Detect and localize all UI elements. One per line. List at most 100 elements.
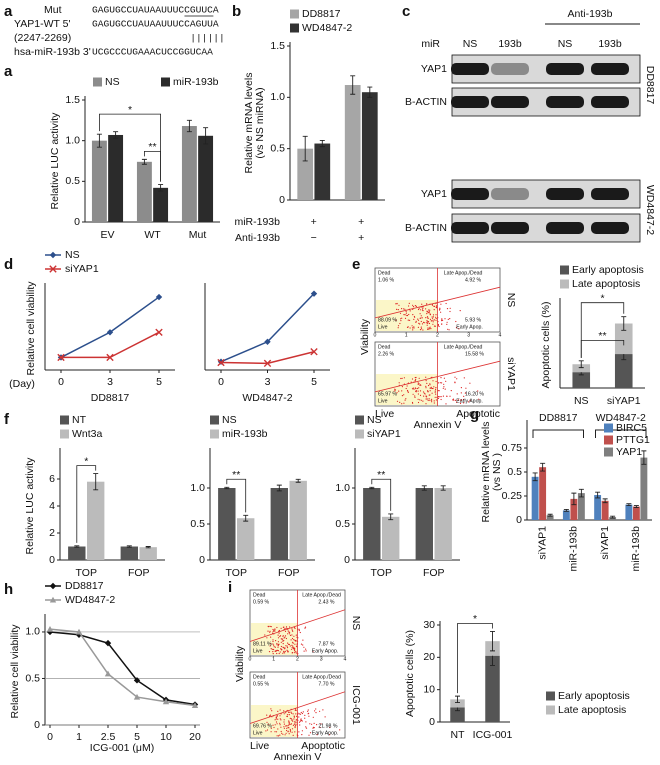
event-dot — [290, 723, 292, 726]
event-dot — [435, 317, 437, 320]
event-dot — [433, 309, 435, 311]
error-bar — [113, 131, 119, 139]
x-tick-label: NS — [574, 395, 589, 407]
event-dot — [467, 401, 469, 403]
event-dot — [413, 318, 415, 320]
event-dot — [288, 643, 290, 646]
event-dot — [453, 399, 455, 401]
quadrant-name: Early Apop. — [456, 324, 483, 330]
quadrant-name: Live — [253, 730, 263, 736]
event-dot — [283, 713, 285, 715]
error-bar — [93, 473, 99, 491]
error-bar — [641, 450, 647, 465]
x-tick-label: miR-193b — [568, 526, 580, 572]
event-dot — [414, 395, 416, 397]
bar — [614, 323, 633, 355]
event-dot — [421, 323, 424, 325]
band — [491, 222, 529, 234]
y-tick-label: 0 — [429, 716, 435, 728]
event-dot — [437, 397, 440, 399]
condition-label: NS — [350, 616, 362, 631]
event-dot — [300, 719, 302, 721]
bar — [153, 187, 169, 222]
bar — [361, 92, 378, 200]
event-dot — [304, 627, 306, 629]
event-dot — [272, 724, 274, 726]
event-dot — [403, 402, 405, 404]
event-dot — [280, 641, 282, 643]
event-dot — [411, 378, 414, 380]
event-dot — [445, 302, 447, 305]
flow-tick: 0 — [374, 332, 377, 338]
event-dot — [432, 387, 434, 390]
band — [546, 188, 584, 200]
event-dot — [456, 378, 458, 380]
y-tick-label: 0.5 — [507, 466, 522, 478]
event-dot — [274, 731, 276, 733]
event-dot — [393, 390, 395, 392]
x-tick-label: miR-193b — [630, 526, 642, 572]
event-dot — [404, 399, 406, 401]
event-dot — [400, 318, 402, 320]
event-dot — [412, 304, 414, 306]
event-dot — [301, 720, 303, 722]
bar — [531, 476, 539, 520]
event-dot — [279, 718, 281, 720]
event-dot — [449, 318, 451, 320]
event-dot — [403, 377, 405, 379]
event-dot — [312, 651, 314, 653]
event-dot — [292, 630, 294, 632]
event-dot — [270, 708, 272, 710]
event-dot — [291, 652, 293, 654]
table-cell: + — [358, 232, 364, 244]
event-dot — [399, 322, 401, 325]
event-dot — [439, 308, 441, 310]
event-dot — [429, 314, 431, 316]
band — [491, 188, 529, 200]
event-dot — [418, 307, 420, 309]
legend-swatch — [604, 435, 613, 445]
x-tick-label: TOP — [371, 567, 392, 579]
event-dot — [289, 631, 291, 634]
bar — [632, 506, 640, 520]
event-dot — [295, 709, 297, 711]
significance-label: * — [128, 104, 132, 116]
event-dot — [294, 643, 296, 645]
event-dot — [449, 307, 451, 309]
band-label: B-ACTIN — [405, 222, 447, 234]
event-dot — [442, 395, 444, 397]
band — [546, 222, 584, 234]
bar — [450, 699, 465, 708]
x-tick-label: 0 — [47, 731, 53, 743]
event-dot — [281, 639, 283, 641]
event-dot — [401, 317, 403, 319]
event-dot — [302, 639, 304, 641]
event-dot — [270, 731, 272, 733]
band — [591, 188, 629, 200]
quadrant-percent: 7.87 % — [318, 641, 335, 647]
event-dot — [441, 320, 443, 322]
error-bar — [547, 513, 553, 517]
flow-tick: 0 — [249, 656, 252, 662]
significance-bracket — [226, 478, 247, 513]
event-dot — [419, 313, 421, 315]
panel-letter: b — [232, 3, 241, 20]
y-axis-label: Relative LUC activity — [49, 112, 61, 210]
flow-x-end: Apoptotic — [301, 740, 345, 752]
event-dot — [274, 719, 276, 721]
quadrant-percent: 1.06 % — [378, 277, 395, 283]
series-line — [61, 331, 160, 359]
event-dot — [406, 389, 409, 392]
event-dot — [289, 731, 291, 733]
event-dot — [266, 721, 268, 723]
event-dot — [455, 399, 457, 401]
quadrant-percent: 15.58 % — [465, 351, 484, 357]
event-dot — [417, 387, 419, 390]
event-dot — [286, 647, 289, 649]
event-dot — [440, 396, 442, 398]
event-dot — [424, 393, 426, 395]
event-dot — [315, 708, 317, 710]
bar — [609, 517, 617, 520]
event-dot — [288, 714, 290, 716]
sequence-name: YAP1-WT 5' — [14, 18, 70, 30]
